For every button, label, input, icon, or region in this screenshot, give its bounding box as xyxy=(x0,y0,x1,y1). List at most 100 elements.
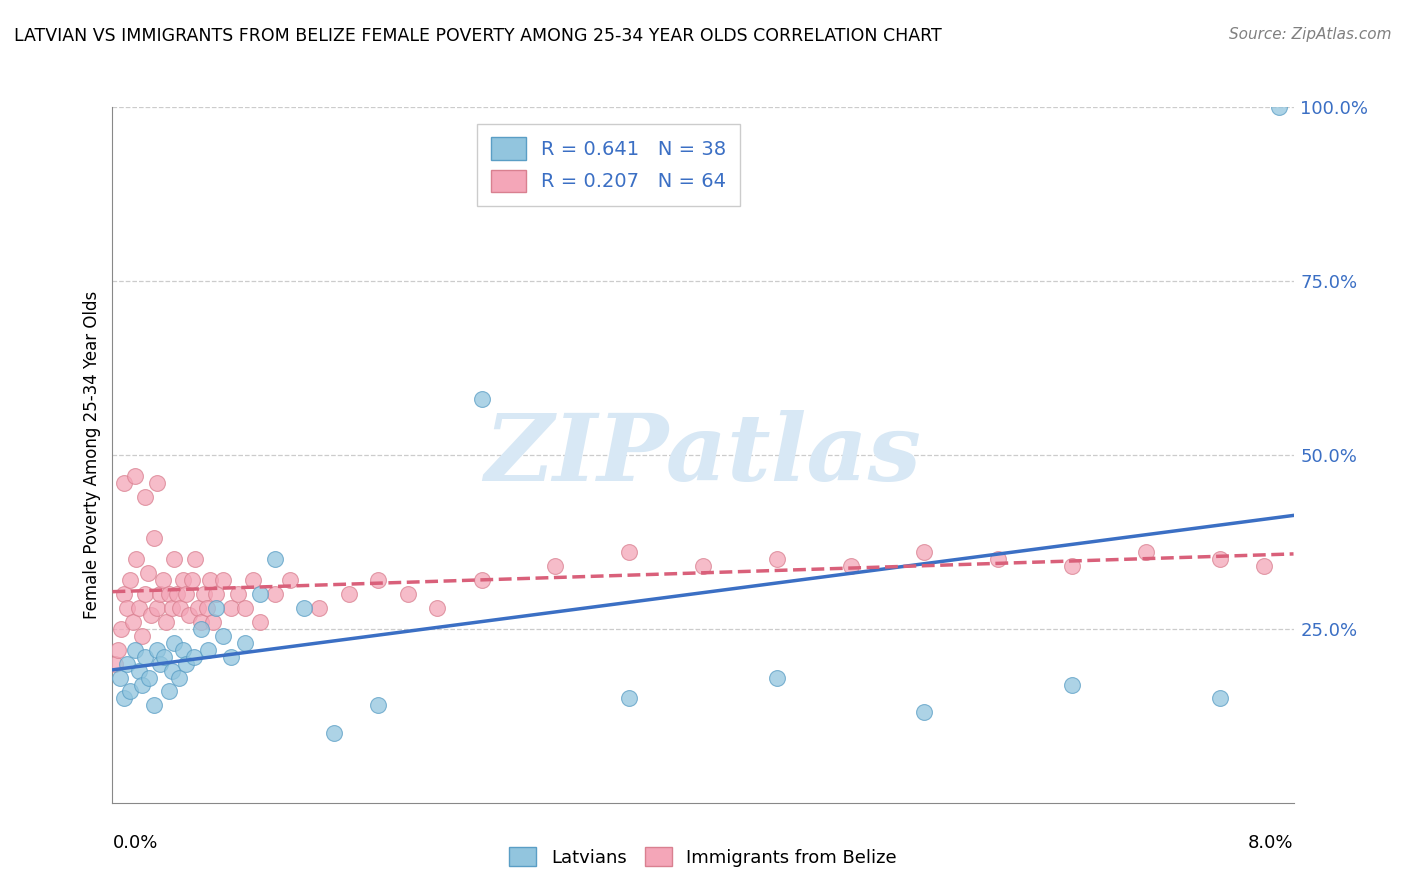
Point xyxy=(219,601,242,615)
Point xyxy=(160,601,183,615)
Point xyxy=(163,636,186,650)
Text: ZIPatlas: ZIPatlas xyxy=(485,410,921,500)
Point xyxy=(124,642,146,657)
Point xyxy=(212,629,235,643)
Point xyxy=(337,587,360,601)
Point xyxy=(233,636,256,650)
Point xyxy=(249,615,271,629)
Point xyxy=(131,629,153,643)
Point xyxy=(193,587,215,601)
Point xyxy=(692,559,714,574)
Point xyxy=(226,587,249,601)
Point xyxy=(470,573,494,587)
Point xyxy=(160,664,183,678)
Point xyxy=(134,649,156,664)
Point xyxy=(367,698,389,713)
Y-axis label: Female Poverty Among 25-34 Year Olds: Female Poverty Among 25-34 Year Olds xyxy=(83,291,101,619)
Text: 8.0%: 8.0% xyxy=(1249,834,1294,852)
Point xyxy=(766,671,789,685)
Point xyxy=(264,552,287,566)
Point xyxy=(233,601,256,615)
Point xyxy=(1208,552,1232,566)
Point xyxy=(139,607,162,622)
Point xyxy=(766,552,789,566)
Point xyxy=(308,601,330,615)
Point xyxy=(1253,559,1275,574)
Point xyxy=(172,573,194,587)
Point xyxy=(249,587,271,601)
Text: 0.0%: 0.0% xyxy=(112,834,157,852)
Point xyxy=(205,587,228,601)
Point xyxy=(183,649,205,664)
Point xyxy=(292,601,315,615)
Point xyxy=(163,552,186,566)
Point xyxy=(619,691,641,706)
Point xyxy=(1268,100,1291,114)
Point xyxy=(107,642,129,657)
Point xyxy=(169,601,191,615)
Point xyxy=(157,587,180,601)
Point xyxy=(323,726,346,740)
Point xyxy=(134,490,156,504)
Point xyxy=(987,552,1010,566)
Point xyxy=(174,657,197,671)
Point xyxy=(187,601,209,615)
Point xyxy=(128,601,150,615)
Point xyxy=(544,559,567,574)
Point xyxy=(157,684,180,698)
Point xyxy=(1135,545,1157,559)
Point xyxy=(117,601,138,615)
Point xyxy=(195,601,218,615)
Point xyxy=(179,607,201,622)
Point xyxy=(142,698,165,713)
Point xyxy=(396,587,419,601)
Point xyxy=(108,671,131,685)
Point xyxy=(1208,691,1232,706)
Point xyxy=(128,664,150,678)
Point xyxy=(181,573,204,587)
Point xyxy=(914,545,936,559)
Point xyxy=(120,684,142,698)
Point xyxy=(153,649,176,664)
Point xyxy=(112,691,135,706)
Point xyxy=(104,657,127,671)
Point xyxy=(117,657,138,671)
Point xyxy=(426,601,449,615)
Point xyxy=(149,587,172,601)
Point xyxy=(1062,677,1084,691)
Point xyxy=(278,573,301,587)
Point xyxy=(146,475,169,490)
Point xyxy=(914,706,936,720)
Legend: R = 0.641   N = 38, R = 0.207   N = 64: R = 0.641 N = 38, R = 0.207 N = 64 xyxy=(477,124,740,205)
Point xyxy=(219,649,242,664)
Text: Source: ZipAtlas.com: Source: ZipAtlas.com xyxy=(1229,27,1392,42)
Point xyxy=(212,573,235,587)
Point xyxy=(201,615,224,629)
Point xyxy=(155,615,177,629)
Point xyxy=(152,573,174,587)
Point xyxy=(138,671,160,685)
Point xyxy=(131,677,153,691)
Text: LATVIAN VS IMMIGRANTS FROM BELIZE FEMALE POVERTY AMONG 25-34 YEAR OLDS CORRELATI: LATVIAN VS IMMIGRANTS FROM BELIZE FEMALE… xyxy=(14,27,942,45)
Point xyxy=(367,573,389,587)
Point xyxy=(167,671,190,685)
Point xyxy=(1062,559,1084,574)
Point xyxy=(166,587,188,601)
Point xyxy=(190,622,212,636)
Point xyxy=(839,559,862,574)
Point xyxy=(110,622,132,636)
Point xyxy=(174,587,197,601)
Point xyxy=(134,587,156,601)
Point xyxy=(149,657,172,671)
Point xyxy=(112,475,135,490)
Point xyxy=(136,566,159,581)
Point xyxy=(120,573,142,587)
Point xyxy=(198,573,221,587)
Point xyxy=(112,587,135,601)
Point xyxy=(124,468,146,483)
Point xyxy=(470,392,494,407)
Legend: Latvians, Immigrants from Belize: Latvians, Immigrants from Belize xyxy=(502,840,904,874)
Point xyxy=(242,573,264,587)
Point xyxy=(197,642,219,657)
Point xyxy=(205,601,228,615)
